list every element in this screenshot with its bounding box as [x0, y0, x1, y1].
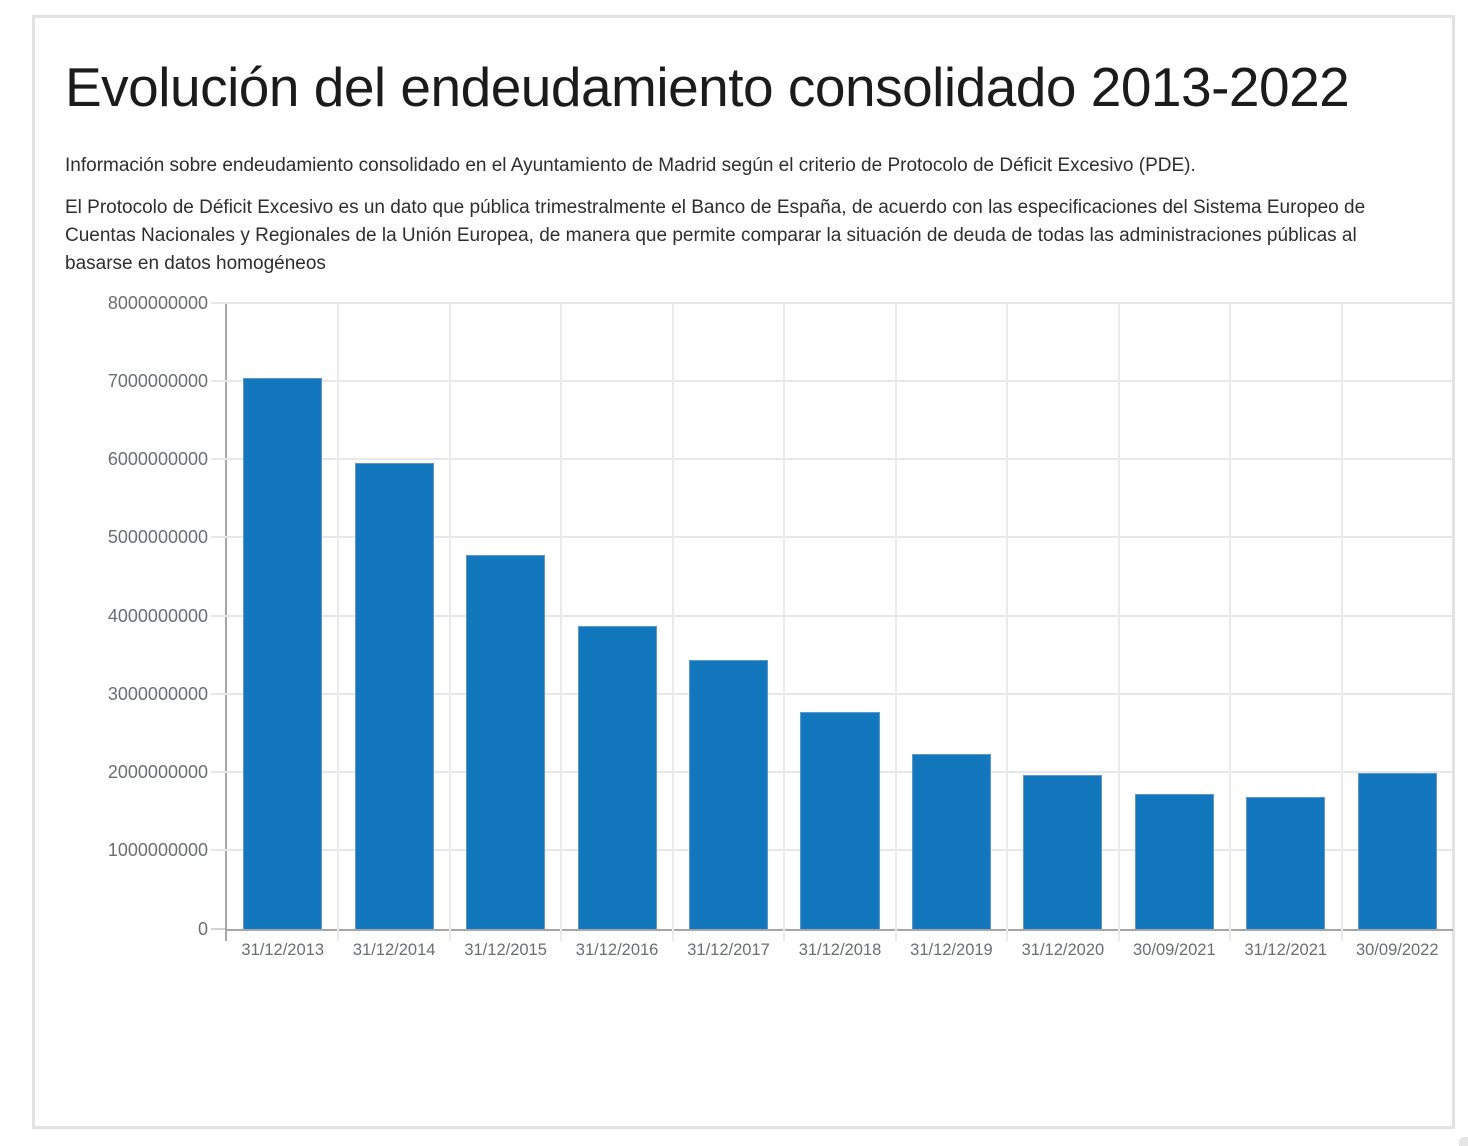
x-tick-label: 31/12/2018: [798, 940, 882, 959]
y-tick-label: 5000000000: [107, 527, 208, 548]
x-tick-label: 31/12/2013: [241, 940, 325, 959]
gridline-x: [1006, 302, 1009, 941]
gridline-y: [211, 536, 1453, 539]
y-tick-label: 0: [197, 918, 208, 939]
bar-cell: [227, 303, 338, 929]
x-tick-label: 31/12/2020: [1021, 940, 1105, 959]
gridline-y: [211, 458, 1453, 461]
bar-chart: 31/12/2013 31/12/2014 31/12/2015 31/12/2016…: [65, 288, 1468, 978]
y-tick-label: 3000000000: [107, 683, 208, 704]
gridline-x: [671, 302, 674, 941]
gridline-x: [783, 302, 786, 941]
intro-paragraph: Información sobre endeudamiento consolid…: [65, 154, 1196, 176]
description-paragraph: El Protocolo de Déficit Excesivo es un d…: [65, 196, 1366, 274]
bar-cell: [784, 303, 895, 929]
y-axis-foot-tick: [225, 928, 227, 941]
gridline-y: [211, 301, 1453, 304]
bar-31/12/2013: [243, 377, 323, 929]
bar-cell: [1007, 303, 1118, 929]
y-tick-label: 6000000000: [107, 449, 208, 470]
page-title: Evolución del endeudamiento consolidado …: [65, 56, 1350, 118]
bars-container: [227, 303, 1453, 929]
x-tick-label: 31/12/2015: [464, 940, 547, 959]
x-axis-labels: 31/12/2013 31/12/2014 31/12/2015 31/12/2016…: [227, 941, 1453, 960]
y-tick-label: 2000000000: [107, 762, 208, 783]
bar-cell: [338, 303, 449, 929]
x-tick-label: 31/12/2017: [687, 940, 770, 959]
bar-cell: [1119, 303, 1230, 929]
bar-cell: [896, 303, 1007, 929]
bar-31/12/2016: [577, 625, 657, 929]
gridline-x: [1340, 302, 1343, 941]
bar-31/12/2017: [688, 660, 769, 929]
bar-30/09/2022: [1357, 772, 1437, 929]
x-tick-label: 30/09/2021: [1133, 940, 1216, 959]
y-tick-label: 7000000000: [107, 370, 208, 391]
x-tick-label: 31/12/2019: [910, 940, 993, 959]
bar-cell: [1230, 303, 1341, 929]
x-tick-label: 31/12/2016: [575, 940, 659, 959]
y-tick-label: 1000000000: [107, 840, 208, 861]
x-tick-label: 30/09/2022: [1355, 940, 1439, 959]
bar-31/12/2014: [354, 463, 434, 929]
y-tick-label: 8000000000: [107, 292, 208, 313]
gridline-x: [894, 302, 897, 941]
bar-cell: [673, 303, 784, 929]
card-content: Evolución del endeudamiento consolidado …: [35, 18, 1453, 978]
gridline-x: [448, 302, 451, 941]
gridline-x: [560, 302, 563, 941]
bar-31/12/2021: [1246, 797, 1326, 929]
bar-30/09/2021: [1134, 794, 1214, 929]
gridline-y: [211, 379, 1453, 382]
gridline-x: [337, 302, 340, 941]
bar-31/12/2020: [1023, 774, 1103, 929]
gridline-x: [1229, 302, 1232, 941]
bar-31/12/2018: [800, 711, 880, 929]
scrollbar-corner: [1459, 1137, 1468, 1146]
gridline-x: [1117, 302, 1120, 941]
gridline-y: [211, 614, 1453, 617]
x-tick-label: 31/12/2014: [352, 940, 436, 959]
x-tick-label: 31/12/2021: [1244, 940, 1328, 959]
bar-cell: [561, 303, 672, 929]
content-card: Evolución del endeudamiento consolidado …: [32, 15, 1455, 1129]
bar-31/12/2019: [911, 754, 991, 929]
bar-31/12/2015: [466, 555, 546, 929]
y-axis-zero-tick: [211, 927, 225, 930]
y-tick-label: 4000000000: [107, 605, 208, 626]
plot-area: 31/12/2013 31/12/2014 31/12/2015 31/12/2016…: [108, 293, 1453, 959]
bar-cell: [450, 303, 561, 929]
bar-cell: [1342, 303, 1453, 929]
gridline-y: [211, 692, 1453, 695]
